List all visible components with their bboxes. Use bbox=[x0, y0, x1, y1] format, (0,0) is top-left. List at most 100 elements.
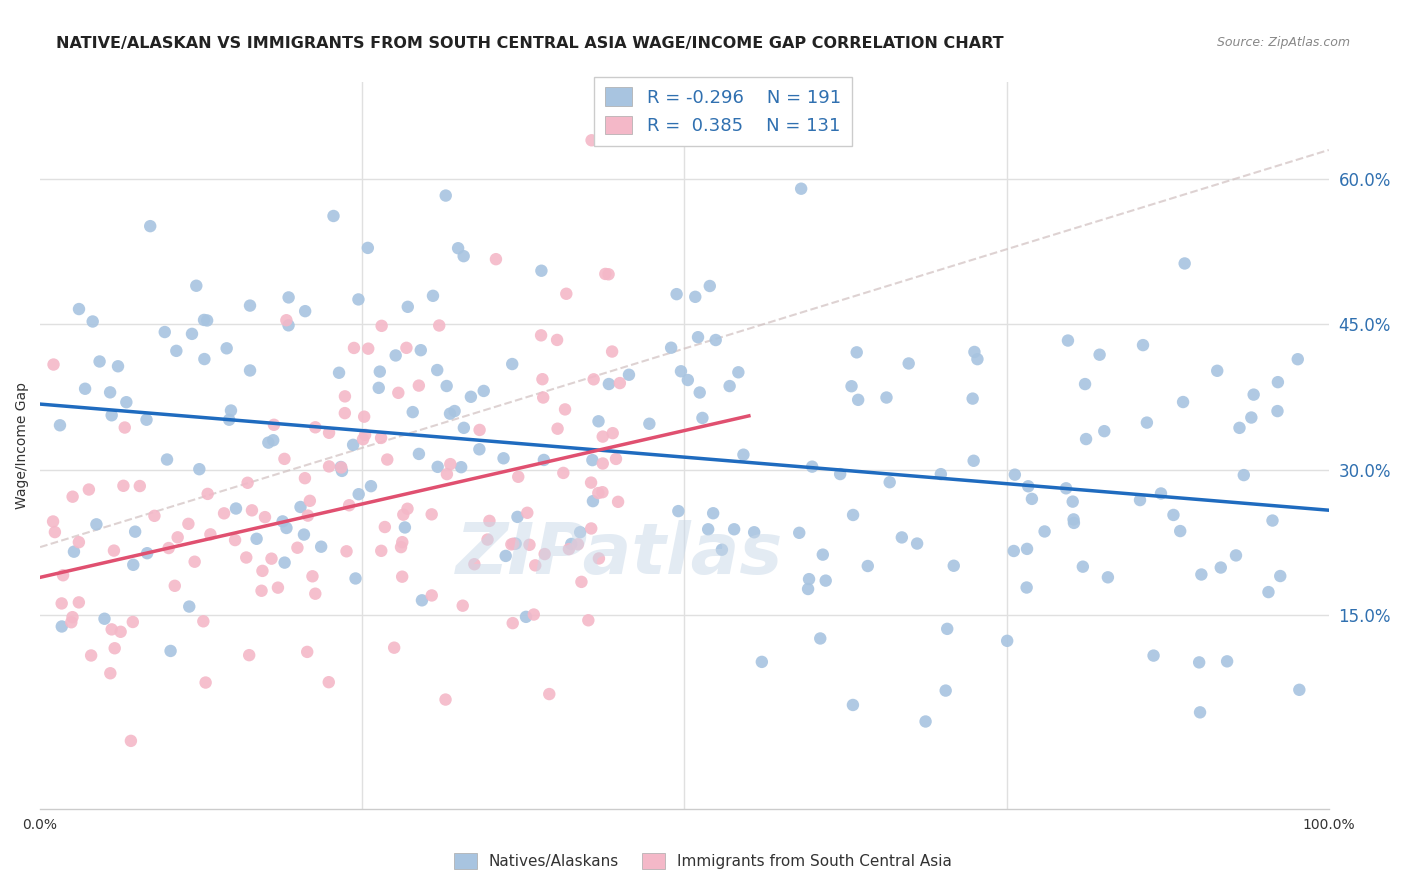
Point bbox=[367, 381, 389, 395]
Point bbox=[139, 219, 162, 234]
Point bbox=[1057, 334, 1080, 348]
Point bbox=[330, 460, 353, 475]
Point bbox=[685, 290, 707, 304]
Point bbox=[75, 382, 97, 396]
Point bbox=[409, 343, 432, 358]
Point bbox=[963, 345, 986, 359]
Point bbox=[343, 341, 366, 355]
Point bbox=[588, 551, 610, 566]
Point bbox=[44, 525, 66, 540]
Point bbox=[374, 520, 396, 534]
Point bbox=[42, 358, 65, 372]
Point bbox=[1243, 387, 1265, 401]
Point bbox=[135, 413, 157, 427]
Point bbox=[112, 479, 135, 493]
Point bbox=[384, 348, 406, 362]
Text: NATIVE/ALASKAN VS IMMIGRANTS FROM SOUTH CENTRAL ASIA WAGE/INCOME GAP CORRELATION: NATIVE/ALASKAN VS IMMIGRANTS FROM SOUTH … bbox=[56, 36, 1004, 51]
Point bbox=[546, 333, 568, 347]
Point bbox=[434, 692, 457, 706]
Point bbox=[100, 409, 122, 423]
Point bbox=[82, 314, 104, 328]
Point bbox=[294, 471, 316, 485]
Y-axis label: Wage/Income Gap: Wage/Income Gap bbox=[15, 382, 30, 509]
Point bbox=[787, 525, 810, 540]
Point bbox=[277, 290, 299, 304]
Point bbox=[1015, 581, 1038, 595]
Point bbox=[842, 508, 865, 522]
Legend: R = -0.296    N = 191, R =  0.385    N = 131: R = -0.296 N = 191, R = 0.385 N = 131 bbox=[595, 77, 852, 146]
Point bbox=[531, 372, 554, 386]
Point bbox=[592, 457, 614, 471]
Point bbox=[136, 546, 159, 560]
Legend: Natives/Alaskans, Immigrants from South Central Asia: Natives/Alaskans, Immigrants from South … bbox=[447, 847, 959, 875]
Point bbox=[1206, 364, 1229, 378]
Point bbox=[63, 544, 86, 558]
Point bbox=[523, 607, 546, 622]
Point bbox=[516, 506, 538, 520]
Point bbox=[344, 571, 367, 585]
Point bbox=[396, 300, 419, 314]
Point bbox=[1189, 706, 1212, 720]
Point bbox=[52, 568, 75, 582]
Point bbox=[183, 555, 205, 569]
Point bbox=[42, 515, 65, 529]
Point bbox=[1021, 491, 1043, 506]
Point bbox=[591, 485, 613, 500]
Point bbox=[830, 467, 852, 481]
Point bbox=[508, 470, 530, 484]
Point bbox=[354, 427, 377, 442]
Point bbox=[51, 596, 73, 610]
Point bbox=[267, 581, 290, 595]
Point bbox=[966, 352, 988, 367]
Point bbox=[607, 495, 630, 509]
Point bbox=[846, 392, 869, 407]
Point bbox=[554, 402, 576, 417]
Point bbox=[62, 490, 84, 504]
Point bbox=[329, 460, 352, 475]
Point bbox=[212, 507, 235, 521]
Point bbox=[1063, 516, 1085, 530]
Point bbox=[1168, 524, 1191, 538]
Point bbox=[181, 326, 204, 341]
Point bbox=[533, 453, 555, 467]
Point bbox=[515, 610, 537, 624]
Point bbox=[239, 363, 262, 377]
Point bbox=[165, 343, 187, 358]
Point bbox=[1163, 508, 1185, 522]
Point bbox=[581, 453, 603, 467]
Point bbox=[1150, 486, 1173, 500]
Point bbox=[547, 422, 569, 436]
Point bbox=[347, 293, 370, 307]
Point bbox=[402, 405, 425, 419]
Point bbox=[166, 530, 188, 544]
Point bbox=[1229, 421, 1251, 435]
Point bbox=[1267, 375, 1289, 389]
Point bbox=[387, 385, 409, 400]
Point bbox=[357, 241, 380, 255]
Point bbox=[1092, 424, 1115, 438]
Point bbox=[468, 423, 491, 437]
Point bbox=[301, 569, 323, 583]
Point bbox=[370, 431, 392, 445]
Point bbox=[360, 479, 382, 493]
Point bbox=[686, 330, 709, 344]
Point bbox=[287, 541, 309, 555]
Point bbox=[567, 537, 589, 551]
Point bbox=[1063, 512, 1085, 526]
Point bbox=[436, 379, 458, 393]
Point bbox=[530, 264, 553, 278]
Point bbox=[100, 623, 122, 637]
Point bbox=[502, 537, 524, 551]
Point bbox=[218, 413, 240, 427]
Point bbox=[845, 345, 868, 359]
Point bbox=[420, 508, 443, 522]
Point bbox=[1174, 256, 1197, 270]
Point bbox=[602, 426, 624, 441]
Point bbox=[391, 570, 413, 584]
Point bbox=[353, 409, 375, 424]
Point bbox=[194, 675, 217, 690]
Point bbox=[439, 407, 461, 421]
Point bbox=[240, 503, 263, 517]
Point bbox=[697, 522, 720, 536]
Point bbox=[501, 357, 523, 371]
